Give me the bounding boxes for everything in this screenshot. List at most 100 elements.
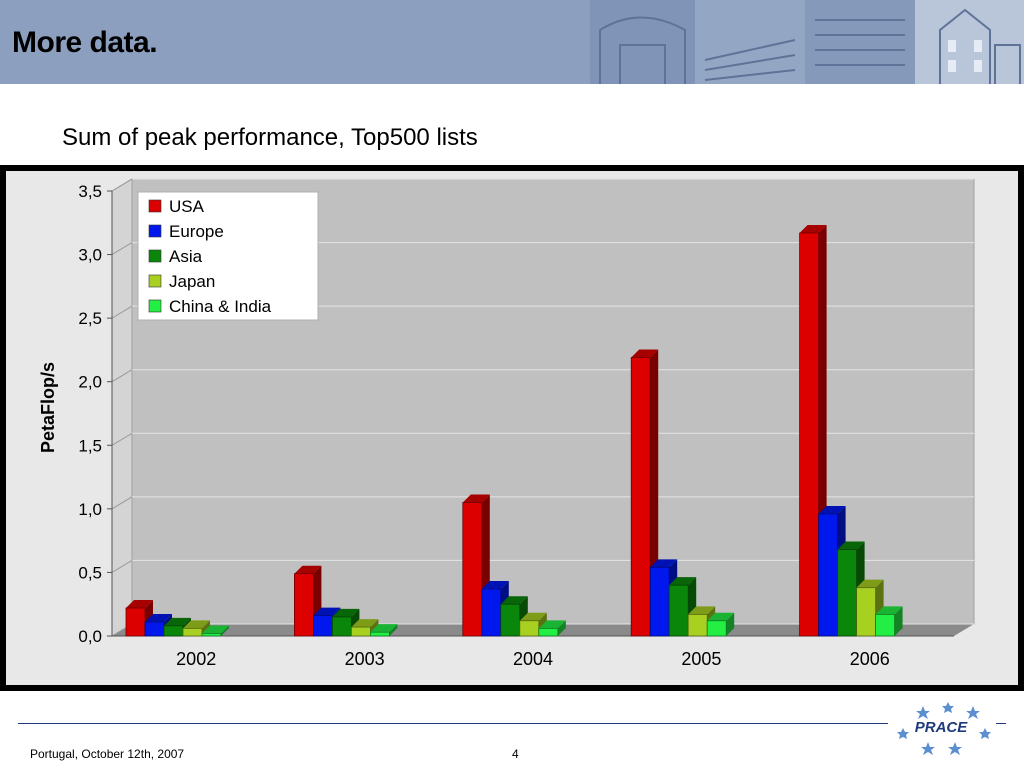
legend-box bbox=[137, 191, 319, 321]
plot-side-wall bbox=[111, 178, 133, 637]
bar-top bbox=[875, 606, 903, 615]
y-tick-label: 3,0 bbox=[78, 246, 102, 265]
bar-side bbox=[726, 612, 735, 636]
bar-top bbox=[707, 612, 735, 621]
y-tick-label: 0,5 bbox=[78, 563, 102, 582]
bar bbox=[312, 615, 333, 637]
bar bbox=[350, 626, 371, 637]
bar bbox=[668, 584, 689, 637]
bar-side bbox=[389, 624, 398, 636]
bar-top bbox=[500, 596, 528, 605]
y-tick-label: 0,0 bbox=[78, 627, 102, 646]
prace-logo-text: PRACE bbox=[915, 719, 969, 736]
bar bbox=[837, 549, 857, 637]
header-photo-strip bbox=[590, 0, 1024, 84]
bar bbox=[799, 232, 819, 637]
bar bbox=[649, 566, 670, 637]
bar bbox=[125, 607, 146, 637]
bar bbox=[706, 620, 727, 637]
bar-top bbox=[799, 224, 827, 233]
bar-top bbox=[313, 607, 341, 616]
bar-top bbox=[669, 577, 697, 586]
footer-location-date: Portugal, October 12th, 2007 bbox=[30, 747, 185, 761]
y-tick-label: 1,5 bbox=[78, 436, 102, 455]
legend-label: USA bbox=[169, 197, 205, 216]
y-gridline-side bbox=[111, 305, 133, 319]
bar-top bbox=[126, 600, 153, 609]
bar-top bbox=[183, 620, 210, 629]
footer-divider-right bbox=[996, 723, 1006, 724]
bar bbox=[369, 631, 390, 637]
y-tick-label: 1,0 bbox=[78, 500, 102, 519]
bar-top bbox=[164, 617, 191, 626]
x-tick-label: 2002 bbox=[176, 649, 216, 669]
bar-side bbox=[221, 625, 229, 636]
bar bbox=[144, 621, 165, 637]
bar bbox=[500, 603, 521, 637]
y-gridline-side bbox=[111, 559, 133, 573]
bar-top bbox=[481, 580, 509, 589]
y-gridline-side bbox=[111, 432, 133, 446]
bar bbox=[331, 616, 352, 637]
y-gridline-side bbox=[111, 178, 133, 192]
bar bbox=[818, 513, 838, 637]
legend-swatch bbox=[148, 224, 162, 238]
bar-side bbox=[557, 620, 566, 636]
bar-top bbox=[145, 614, 172, 623]
bar-top bbox=[370, 624, 398, 633]
bar bbox=[687, 613, 708, 637]
bar-top bbox=[538, 620, 566, 629]
y-gridline-side bbox=[111, 369, 133, 383]
y-tick-label: 2,5 bbox=[78, 309, 102, 328]
bar bbox=[293, 573, 314, 637]
bar-top bbox=[688, 606, 716, 615]
bar-top bbox=[294, 565, 322, 574]
chart-frame: 0,0 0,5 1,0 1,5 2,0 2,5 3,0 3,5 PetaFlop/s 2002 20… bbox=[0, 165, 1024, 691]
bar bbox=[875, 613, 895, 637]
slide-header: More data. bbox=[0, 0, 1024, 84]
page-number: 4 bbox=[512, 747, 519, 761]
slide-subtitle: Sum of peak performance, Top500 lists bbox=[62, 124, 478, 151]
bar bbox=[538, 627, 559, 637]
bar bbox=[856, 587, 876, 637]
x-tick-label: 2003 bbox=[345, 649, 385, 669]
x-tick-label: 2006 bbox=[850, 649, 890, 669]
bar bbox=[201, 633, 222, 637]
y-axis-label: PetaFlop/s bbox=[38, 362, 58, 453]
legend-swatch bbox=[148, 274, 162, 288]
legend-label: China & India bbox=[169, 297, 272, 316]
bar bbox=[630, 357, 651, 637]
bar-top bbox=[462, 494, 490, 503]
y-gridline-side bbox=[111, 496, 133, 510]
bar-top bbox=[837, 541, 865, 550]
bar-top bbox=[631, 349, 659, 358]
bar bbox=[519, 620, 540, 637]
bar-top bbox=[351, 619, 379, 628]
bar bbox=[462, 502, 483, 637]
legend-swatch bbox=[148, 299, 162, 313]
legend-label: Japan bbox=[169, 272, 215, 291]
y-gridline-side bbox=[111, 242, 133, 256]
y-tick-label: 2,0 bbox=[78, 373, 102, 392]
legend-swatch bbox=[148, 249, 162, 263]
x-tick-label: 2005 bbox=[681, 649, 721, 669]
legend-label: Europe bbox=[169, 222, 224, 241]
bar-top bbox=[650, 559, 678, 568]
bar bbox=[182, 627, 203, 637]
bar-chart: 0,0 0,5 1,0 1,5 2,0 2,5 3,0 3,5 PetaFlop/s 2002 20… bbox=[6, 171, 1018, 685]
prace-logo: PRACE bbox=[897, 702, 991, 755]
bar bbox=[481, 588, 502, 637]
bar-top bbox=[202, 625, 229, 634]
slide-title: More data. bbox=[12, 26, 158, 59]
bar-side bbox=[894, 606, 903, 636]
bar-top bbox=[519, 612, 547, 621]
bar-top bbox=[856, 579, 884, 588]
bar-top bbox=[818, 505, 846, 514]
legend-swatch bbox=[148, 199, 162, 213]
legend-label: Asia bbox=[169, 247, 203, 266]
x-tick-label: 2004 bbox=[513, 649, 553, 669]
bar-top bbox=[332, 608, 360, 617]
footer-divider bbox=[18, 723, 888, 724]
y-tick-label: 3,5 bbox=[78, 182, 102, 201]
bar bbox=[163, 625, 184, 637]
